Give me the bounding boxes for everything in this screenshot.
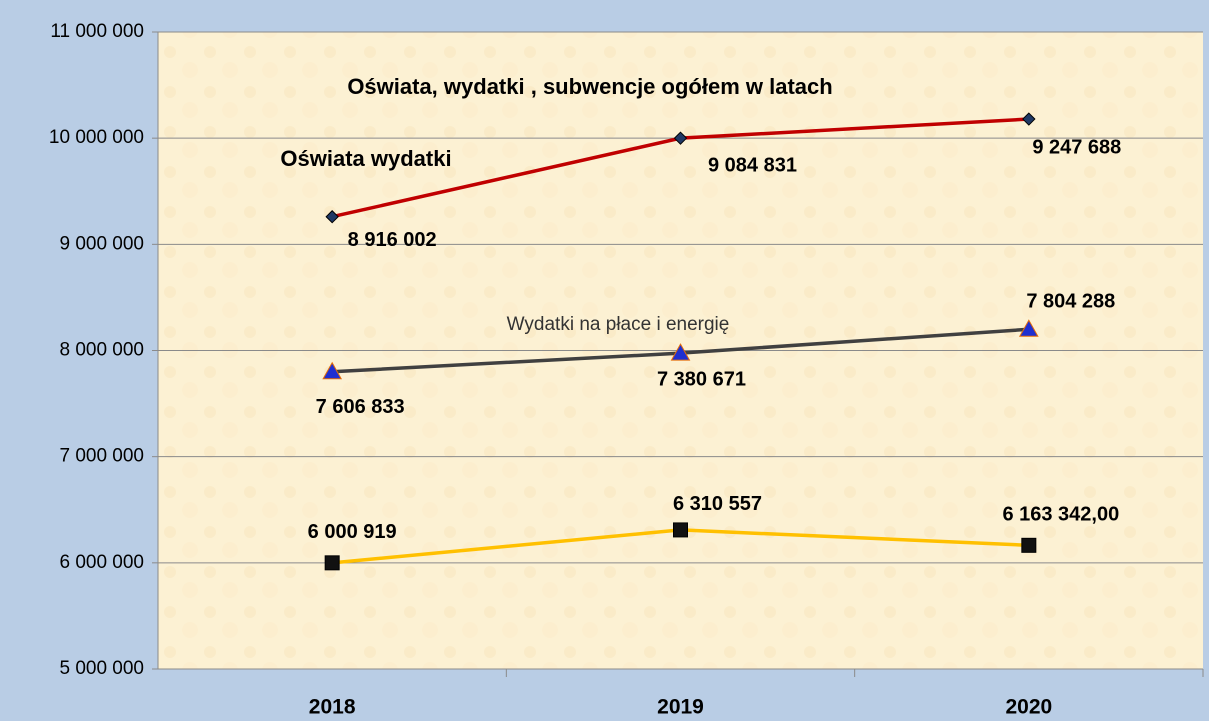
marker: [1022, 112, 1036, 126]
y-tick-label: 9 000 000: [59, 233, 144, 254]
data-label: 6 163 342,00: [1002, 504, 1119, 526]
y-tick-label: 11 000 000: [50, 21, 144, 42]
data-label: 9 084 831: [708, 154, 797, 176]
series-name: Oświata wydatki: [280, 146, 451, 171]
data-label: 7 804 288: [1026, 291, 1115, 313]
marker: [322, 361, 343, 380]
marker: [325, 210, 339, 224]
series-name: Wydatki na płace i energię: [507, 314, 730, 335]
data-label: 6 310 557: [673, 493, 762, 515]
data-label: 7 606 833: [316, 396, 405, 418]
marker: [324, 555, 340, 571]
y-tick-label: 5 000 000: [59, 658, 144, 679]
marker: [673, 131, 688, 145]
y-tick-label: 7 000 000: [59, 446, 144, 467]
y-tick-label: 6 000 000: [59, 552, 144, 573]
marker: [673, 522, 688, 538]
y-tick-label: 8 000 000: [59, 340, 144, 361]
y-tick-label: 10 000 000: [49, 127, 144, 148]
marker: [1018, 319, 1039, 337]
marker: [1021, 537, 1037, 553]
data-label: 6 000 919: [308, 521, 397, 543]
x-tick-label: 2019: [657, 696, 704, 719]
data-label: 9 247 688: [1032, 136, 1121, 158]
chart-title: Oświata, wydatki , subwencje ogółem w la…: [347, 74, 832, 99]
data-label: 8 916 002: [348, 229, 437, 251]
marker: [670, 343, 691, 361]
x-tick-label: 2018: [309, 696, 356, 719]
data-label: 7 380 671: [657, 368, 746, 390]
x-tick-label: 2020: [1005, 696, 1052, 719]
